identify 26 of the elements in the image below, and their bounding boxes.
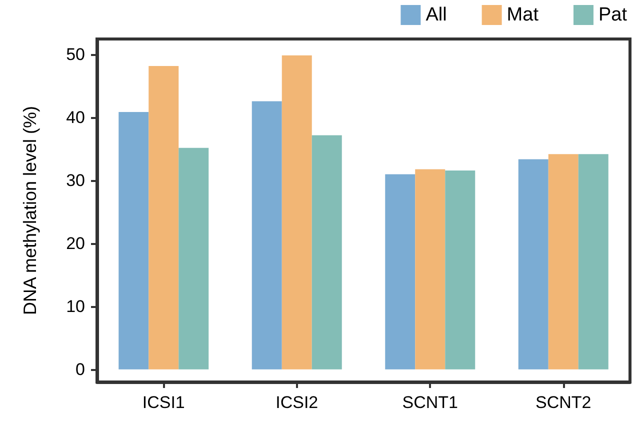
legend-label: Pat <box>598 4 628 26</box>
legend-label: All <box>426 4 447 26</box>
y-axis-title: DNA methylation level (%) <box>20 106 40 316</box>
bar <box>385 174 416 370</box>
legend-label: Mat <box>506 4 540 26</box>
bar <box>148 66 179 370</box>
x-tick-label: SCNT1 <box>402 393 458 412</box>
y-tick-label: 30 <box>66 171 85 190</box>
bar <box>518 159 548 370</box>
bar <box>578 154 608 370</box>
bar <box>282 55 312 370</box>
bar <box>118 112 149 370</box>
bar <box>312 135 342 370</box>
x-tick-label: ICSI1 <box>142 393 185 412</box>
y-tick-label: 50 <box>66 45 85 64</box>
x-tick-label: ICSI2 <box>276 393 318 412</box>
bar <box>445 170 476 370</box>
bar <box>252 101 282 370</box>
y-tick-label: 40 <box>66 108 85 128</box>
x-tick-label: SCNT2 <box>536 393 592 412</box>
y-tick-label: 0 <box>76 360 85 379</box>
bar <box>415 169 446 370</box>
bar <box>178 148 209 370</box>
y-tick-label: 20 <box>66 234 85 254</box>
bar <box>548 154 578 370</box>
y-tick-label: 10 <box>66 296 85 316</box>
